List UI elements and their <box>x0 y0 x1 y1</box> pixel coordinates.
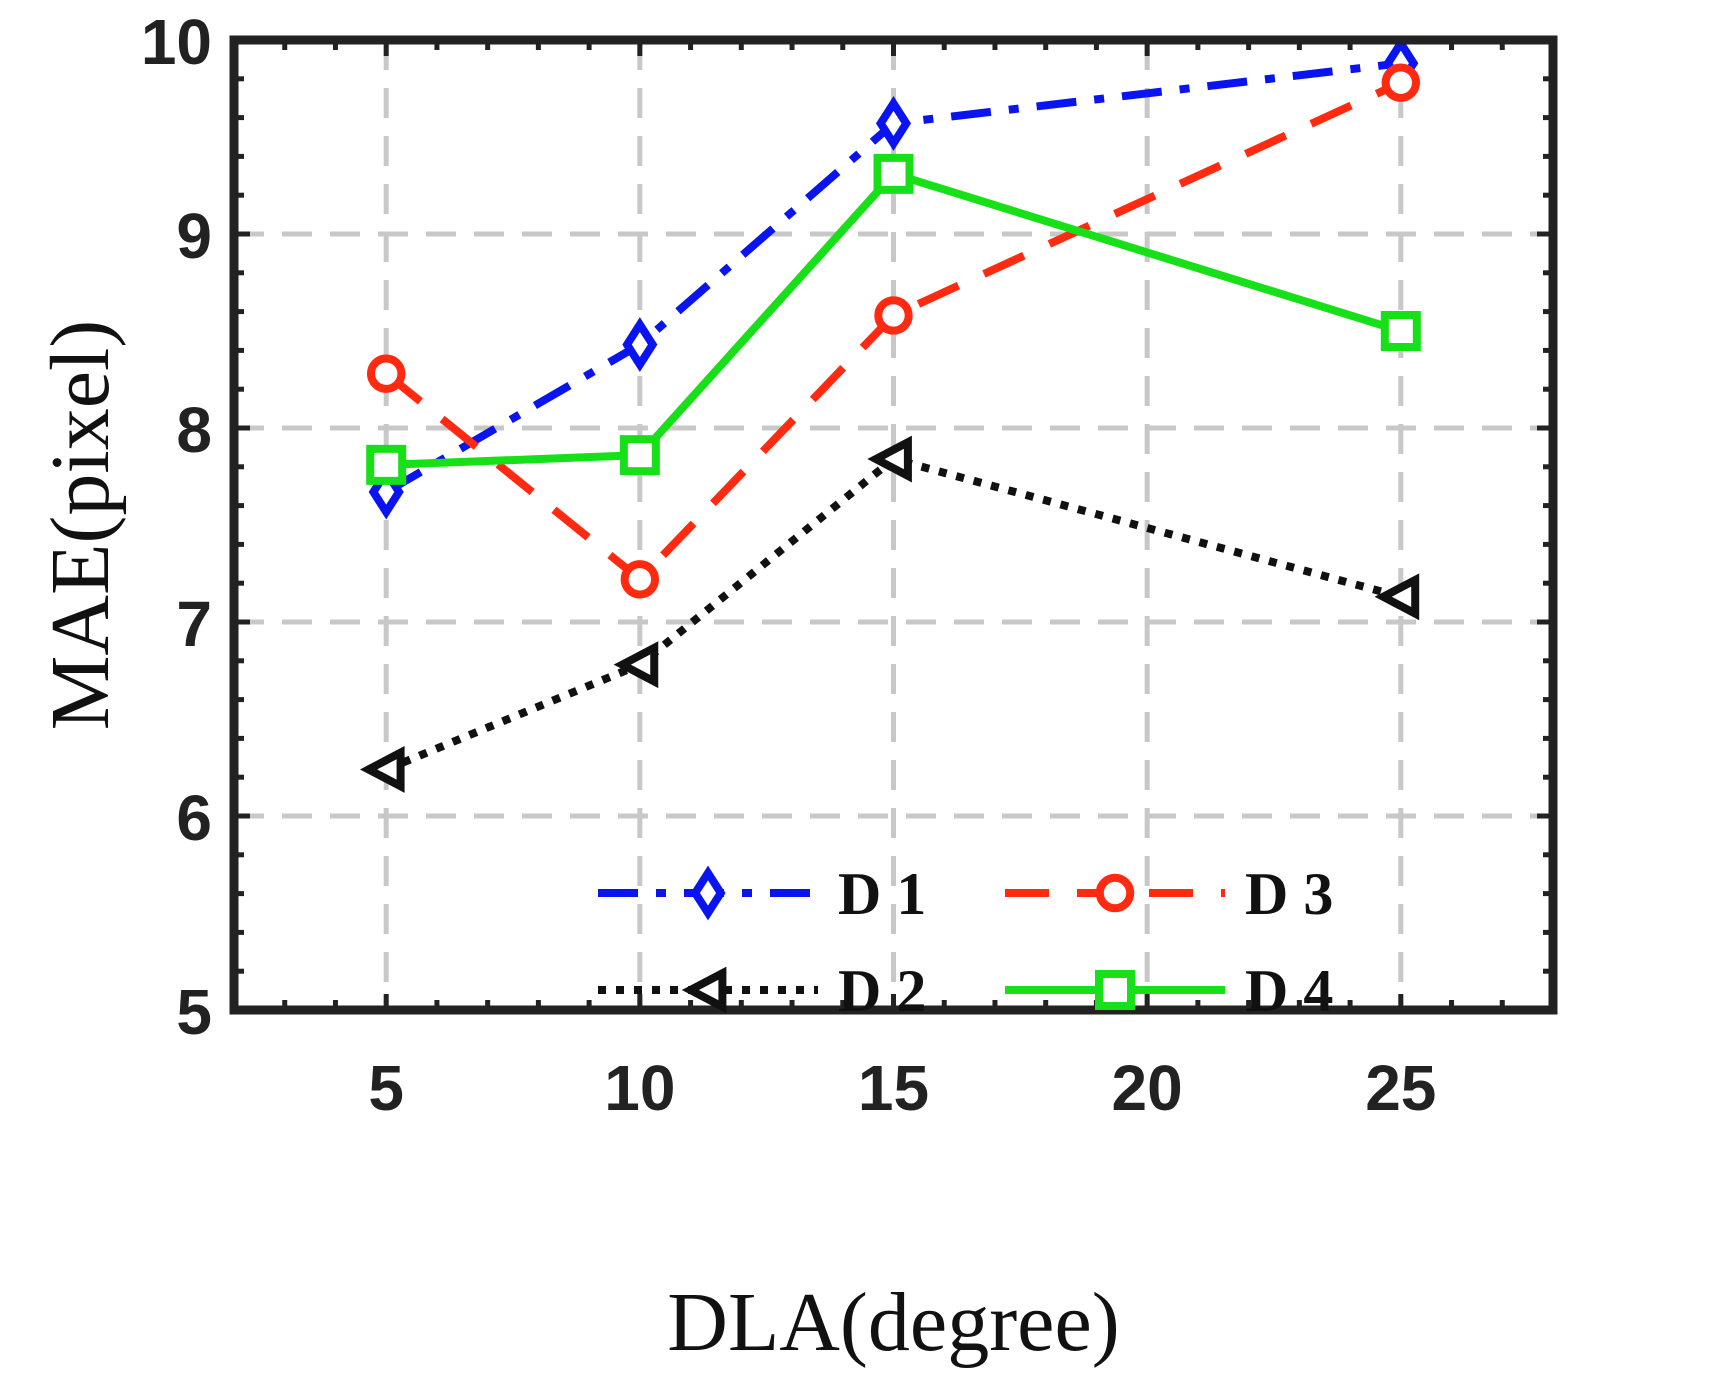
legend-item: D 3 <box>1005 861 1333 927</box>
data-marker <box>622 317 658 373</box>
data-marker <box>359 746 405 793</box>
y-tick-label: 7 <box>176 588 212 660</box>
series-line <box>386 169 1402 469</box>
x-tick-label: 25 <box>1365 1052 1436 1124</box>
legend-label: D 4 <box>1245 958 1333 1024</box>
series-d4 <box>366 153 1421 485</box>
y-tick-labels: 5 6 7 8 9 10 <box>141 6 212 1048</box>
y-axis-label: MAE(pixel) <box>34 320 127 731</box>
legend: D 1 D 3 D 2 D 4 <box>598 861 1333 1024</box>
data-marker <box>874 296 913 335</box>
data-marker <box>620 560 660 599</box>
y-tick-label: 6 <box>176 782 212 854</box>
x-axis-label: DLA(degree) <box>667 1276 1119 1369</box>
y-tick-label: 8 <box>176 394 212 466</box>
data-marker <box>1380 311 1421 351</box>
x-tick-label: 5 <box>368 1052 404 1124</box>
legend-label: D 2 <box>838 958 926 1024</box>
series-layer <box>359 35 1421 793</box>
x-tick-labels: 5 10 15 20 25 <box>368 1052 1436 1124</box>
plot-frame <box>229 35 1558 1015</box>
data-marker <box>867 435 912 483</box>
series-line <box>384 454 1402 774</box>
data-marker <box>613 641 659 689</box>
data-marker <box>1095 970 1135 1010</box>
x-tick-label: 20 <box>1112 1052 1183 1124</box>
series-d3 <box>366 63 1421 599</box>
data-marker <box>873 153 914 194</box>
data-marker <box>1374 573 1420 621</box>
data-marker <box>366 444 407 485</box>
data-marker <box>690 865 726 921</box>
data-marker <box>1381 63 1421 102</box>
x-tick-label: 10 <box>604 1052 675 1124</box>
legend-item: D 2 <box>598 958 926 1024</box>
data-marker <box>681 966 727 1014</box>
data-marker <box>1095 873 1135 913</box>
y-tick-label: 5 <box>176 976 212 1048</box>
series-line <box>383 79 1403 585</box>
data-marker <box>366 354 406 393</box>
legend-item: D 4 <box>1005 958 1333 1024</box>
series-d2 <box>359 435 1420 793</box>
legend-label: D 1 <box>838 861 926 927</box>
y-tick-label: 10 <box>141 6 212 78</box>
data-marker <box>619 435 660 476</box>
data-marker <box>875 95 912 151</box>
y-tick-label: 9 <box>176 200 212 272</box>
x-tick-label: 15 <box>858 1052 929 1124</box>
legend-label: D 3 <box>1245 861 1333 927</box>
series-line <box>384 59 1402 496</box>
legend-item: D 1 <box>598 861 926 927</box>
